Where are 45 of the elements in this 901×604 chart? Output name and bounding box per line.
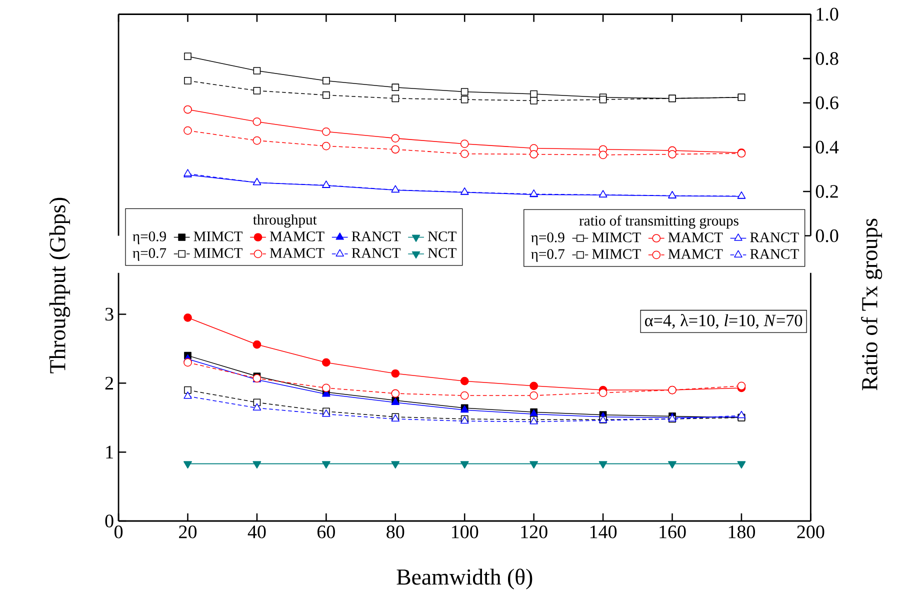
annotation: η=0.9: [531, 232, 564, 246]
legend-label: NCT: [428, 232, 456, 242]
legend-label: MIMCT: [592, 249, 641, 260]
legend-label: RANCT: [750, 249, 799, 260]
y-tick-label: 0.6: [816, 96, 838, 110]
x-tick-label: 0: [114, 526, 123, 538]
x-tick-label: 140: [590, 526, 617, 538]
legend-label: NCT: [428, 248, 456, 258]
y-tick-label: 0.0: [816, 229, 838, 242]
y-tick-label: 0.4: [816, 140, 839, 154]
y-axis-title: Throughput (Gbps): [49, 198, 70, 374]
legend-label: RANCT: [352, 248, 401, 258]
x-tick-label: 40: [248, 526, 266, 538]
legend-label: RANCT: [352, 232, 401, 242]
legend-label: MIMCT: [592, 232, 641, 242]
x-axis-title: Beamwidth (θ): [396, 568, 532, 590]
y-tick-label: 0: [105, 514, 114, 528]
y-axis-title: Ratio of Tx groups: [861, 218, 882, 390]
y-tick-label: 3: [105, 308, 114, 321]
annotation: η=0.9: [132, 232, 166, 244]
text: η=0.7: [132, 248, 166, 262]
y-tick-label: 2: [105, 376, 113, 390]
y-tick-label: 1.0: [816, 8, 838, 21]
y-tick-label: 0.2: [816, 185, 838, 198]
y-tick-label: 1: [106, 446, 113, 458]
legend-label: MAMCT: [270, 248, 324, 258]
annotation: α=4, λ=10, l=10, N=70: [645, 314, 802, 329]
legend-label: RANCT: [750, 232, 799, 242]
x-tick-label: 180: [728, 526, 756, 538]
x-tick-label: 100: [452, 526, 478, 538]
x-tick-label: 20: [179, 526, 197, 538]
text: η=0.7: [531, 249, 564, 262]
legend-label: MAMCT: [668, 232, 723, 242]
legend-label: MIMCT: [194, 248, 242, 258]
legend-label: MAMCT: [668, 249, 723, 260]
y-tick-label: 0.8: [816, 52, 838, 66]
x-tick-label: 200: [797, 526, 824, 538]
x-tick-label: 80: [386, 526, 404, 538]
x-tick-label: 60: [317, 526, 335, 538]
legend-label: MAMCT: [270, 232, 324, 242]
legend-label: MIMCT: [194, 232, 242, 242]
x-tick-label: 160: [660, 526, 686, 538]
legend-title: ratio of transmitting groups: [579, 215, 738, 229]
x-tick-label: 120: [521, 526, 548, 538]
legend-title: throughput: [253, 214, 317, 228]
